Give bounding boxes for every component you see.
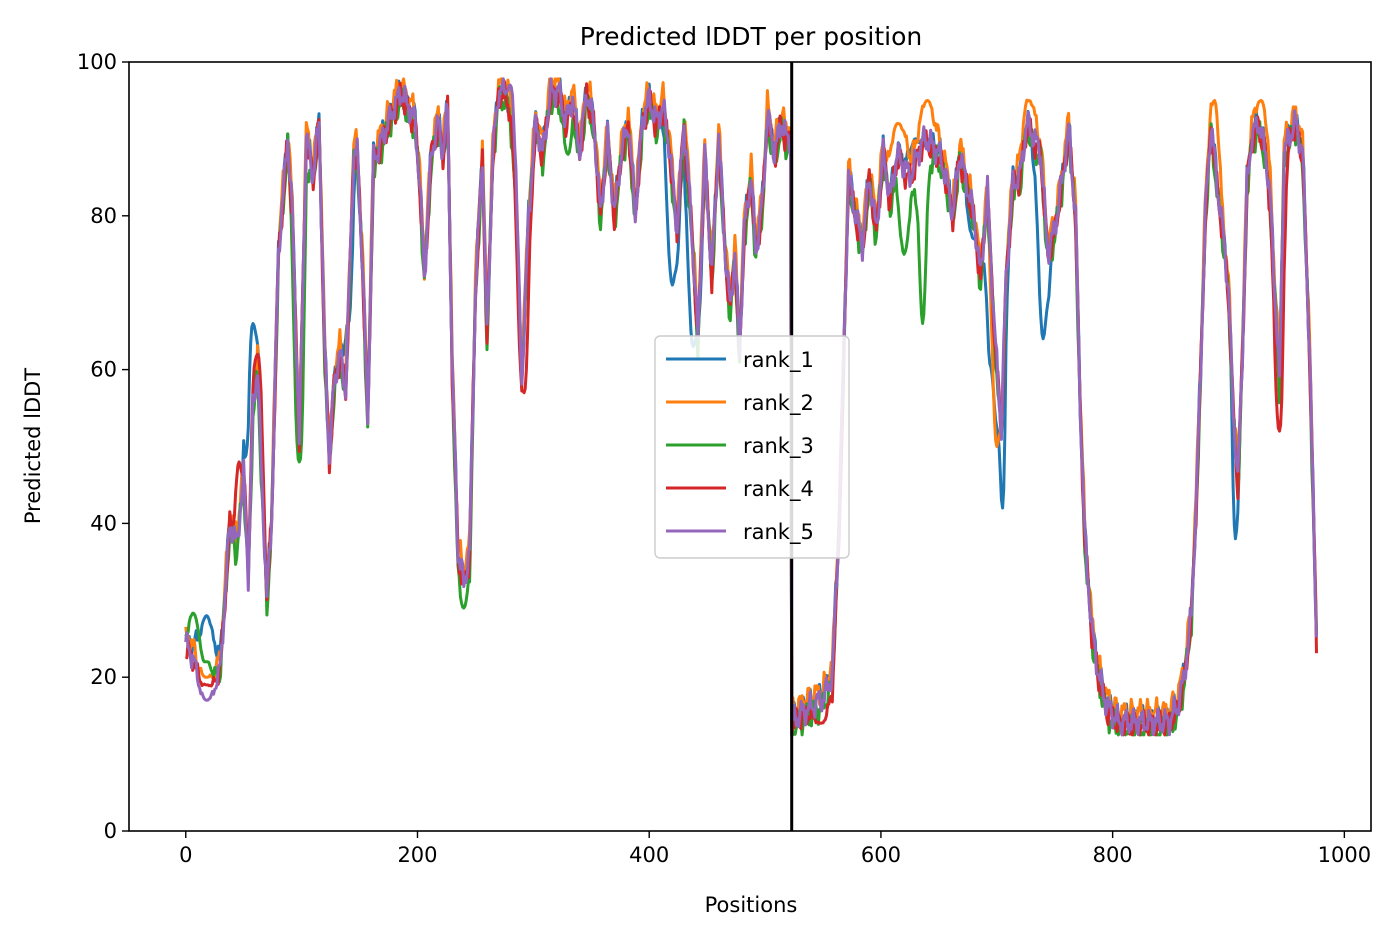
legend-label-rank_4: rank_4: [743, 477, 814, 502]
legend-box: [654, 335, 850, 559]
legend: rank_1 rank_2 rank_3 rank_4 rank_5: [654, 335, 850, 559]
x-tick-label: 600: [861, 843, 901, 867]
legend-label-rank_2: rank_2: [743, 391, 814, 416]
legend-label-rank_3: rank_3: [743, 434, 814, 459]
x-axis-ticks: 0 200 400 600 800 1000: [179, 831, 1371, 867]
legend-label-rank_1: rank_1: [743, 348, 814, 373]
y-axis-label: Predicted lDDT: [21, 368, 45, 524]
chart-title: Predicted lDDT per position: [580, 22, 922, 51]
y-tick-label: 60: [90, 358, 117, 382]
x-tick-label: 400: [629, 843, 669, 867]
x-tick-label: 1000: [1318, 843, 1371, 867]
y-tick-label: 100: [77, 50, 117, 74]
y-axis-ticks: 0 20 40 60 80 100: [77, 50, 129, 843]
x-axis-label: Positions: [705, 893, 798, 917]
series-layer: [184, 77, 1318, 737]
series-line-rank_5: [184, 77, 1318, 737]
y-tick-label: 0: [104, 819, 117, 843]
x-tick-label: 0: [179, 843, 192, 867]
legend-label-rank_5: rank_5: [743, 520, 814, 545]
y-tick-label: 80: [90, 204, 117, 228]
x-tick-label: 200: [397, 843, 437, 867]
y-tick-label: 20: [90, 665, 117, 689]
x-tick-label: 800: [1093, 843, 1133, 867]
plot-area-frame: [128, 61, 1372, 832]
y-tick-label: 40: [90, 511, 117, 535]
